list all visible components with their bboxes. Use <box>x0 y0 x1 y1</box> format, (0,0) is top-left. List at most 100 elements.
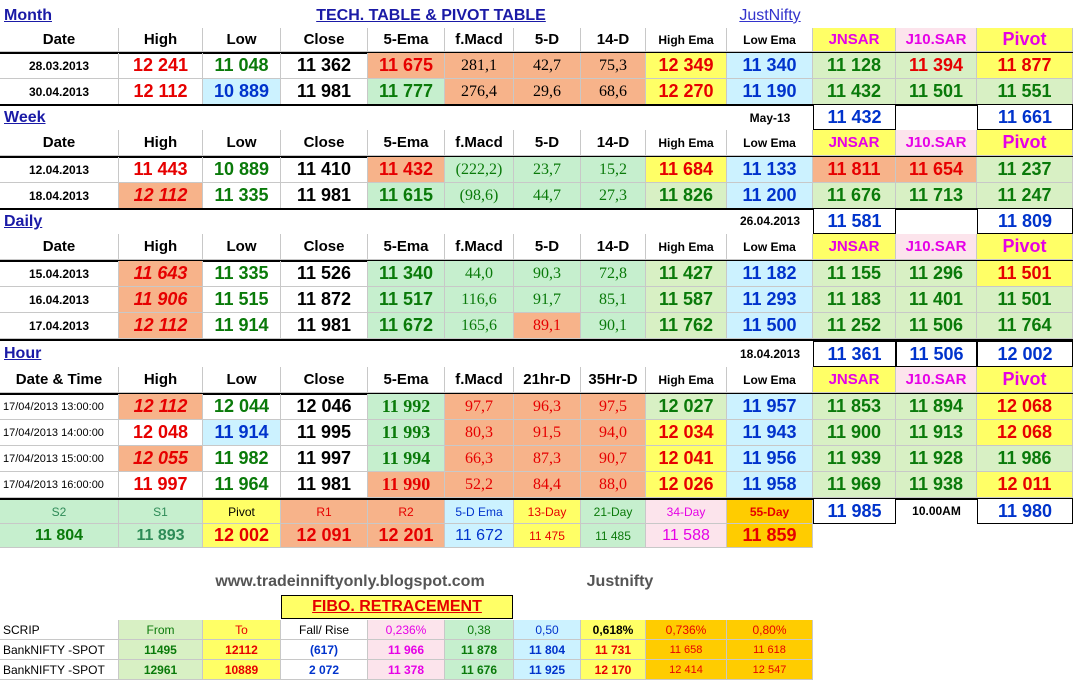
data-cell: 12 112 <box>119 79 203 105</box>
data-cell: 12 027 <box>646 394 727 420</box>
data-cell: 11 128 <box>813 53 896 79</box>
data-cell: 12 112 <box>119 183 203 209</box>
fibo-column-header: 0,80% <box>727 620 813 640</box>
column-header: Pivot <box>977 367 1073 393</box>
data-cell: 11 981 <box>281 313 368 339</box>
row-divider <box>0 339 1073 341</box>
data-cell: 12 349 <box>646 53 727 79</box>
column-header: Date & Time <box>0 367 119 393</box>
row-date: 17.04.2013 <box>0 313 119 339</box>
level-label: 34-Day <box>646 500 727 524</box>
data-cell: 11 981 <box>281 472 368 498</box>
data-cell: 12 241 <box>119 53 203 79</box>
data-cell: 11 914 <box>203 313 281 339</box>
hour-summary-pivot: 12 002 <box>977 341 1073 367</box>
fibo-column-header: 0,38 <box>445 620 514 640</box>
level-value: 11 485 <box>581 524 646 548</box>
fibo-column-header: 0,736% <box>646 620 727 640</box>
daily-summary-jnsar: 11 581 <box>813 208 896 234</box>
data-cell: 11 777 <box>368 79 445 105</box>
data-cell: 88,0 <box>581 472 646 498</box>
row-date: 30.04.2013 <box>0 79 119 105</box>
level-side-value: 11 985 <box>813 498 896 524</box>
level-label: R2 <box>368 500 445 524</box>
data-cell: 11 500 <box>727 313 813 339</box>
section-label-daily: Daily <box>4 213 43 230</box>
data-cell: 11 654 <box>896 157 977 183</box>
data-cell: 11 939 <box>813 446 896 472</box>
data-cell: 11 938 <box>896 472 977 498</box>
brand-link: JustNifty <box>739 7 801 24</box>
column-header: High <box>119 367 203 393</box>
fibo-column-header: 0,236% <box>368 620 445 640</box>
daily-summary-pivot: 11 809 <box>977 208 1073 234</box>
data-cell: 11 981 <box>281 183 368 209</box>
data-cell: 11 992 <box>368 394 445 420</box>
section-label-week: Week <box>4 109 46 126</box>
data-cell: 66,3 <box>445 446 514 472</box>
data-cell: 11 526 <box>281 261 368 287</box>
level-label: S1 <box>119 500 203 524</box>
data-cell: 11 427 <box>646 261 727 287</box>
data-cell: 90,7 <box>581 446 646 472</box>
data-cell: 11 443 <box>119 157 203 183</box>
data-cell: 80,3 <box>445 420 514 446</box>
level-value: 12 002 <box>203 524 281 548</box>
column-header: Pivot <box>977 130 1073 156</box>
column-header: High Ema <box>646 234 727 260</box>
data-cell: 11 964 <box>203 472 281 498</box>
data-cell: 29,6 <box>514 79 581 105</box>
level-value: 11 475 <box>514 524 581 548</box>
column-header: High Ema <box>646 28 727 52</box>
column-header: 5-D <box>514 28 581 52</box>
week-summary-jnsar: 11 432 <box>813 104 896 130</box>
level-time-label: 10.00AM <box>912 504 961 518</box>
column-header: f.Macd <box>445 367 514 393</box>
row-divider <box>0 104 1073 106</box>
data-cell: 12 044 <box>203 394 281 420</box>
data-cell: 11 993 <box>368 420 445 446</box>
column-header: JNSAR <box>813 367 896 393</box>
data-cell: 12 068 <box>977 420 1073 446</box>
fibo-cell: 11 676 <box>445 660 514 680</box>
data-cell: 11 615 <box>368 183 445 209</box>
column-header: J10.SAR <box>896 234 977 260</box>
data-cell: 94,0 <box>581 420 646 446</box>
data-cell: 75,3 <box>581 53 646 79</box>
fibo-column-header: SCRIP <box>0 620 119 640</box>
row-date: 28.03.2013 <box>0 53 119 79</box>
hour-summary-j10sar: 11 506 <box>896 341 977 367</box>
fibo-title: FIBO. RETRACEMENT <box>281 595 513 619</box>
week-summary-pivot: 11 661 <box>977 104 1073 130</box>
column-header: f.Macd <box>445 234 514 260</box>
data-cell: 97,7 <box>445 394 514 420</box>
column-header: Date <box>0 130 119 156</box>
fibo-cell: 12 414 <box>646 660 727 680</box>
data-cell: 12 270 <box>646 79 727 105</box>
data-cell: 11 982 <box>203 446 281 472</box>
data-cell: 11 335 <box>203 261 281 287</box>
data-cell: 96,3 <box>514 394 581 420</box>
data-cell: 11 293 <box>727 287 813 313</box>
fibo-cell: 12961 <box>119 660 203 680</box>
data-cell: 11 410 <box>281 157 368 183</box>
column-header: JNSAR <box>813 28 896 52</box>
fibo-cell: 11 878 <box>445 640 514 660</box>
data-cell: 11 986 <box>977 446 1073 472</box>
data-cell: 11 853 <box>813 394 896 420</box>
fibo-cell: 10889 <box>203 660 281 680</box>
data-cell: 11 252 <box>813 313 896 339</box>
data-cell: 11 237 <box>977 157 1073 183</box>
data-cell: 11 906 <box>119 287 203 313</box>
data-cell: 11 643 <box>119 261 203 287</box>
data-cell: 11 995 <box>281 420 368 446</box>
hour-summary-label: 18.04.2013 <box>739 347 801 361</box>
data-cell: 276,4 <box>445 79 514 105</box>
level-value: 11 893 <box>119 524 203 548</box>
data-cell: 11 362 <box>281 53 368 79</box>
data-cell: 11 394 <box>896 53 977 79</box>
data-cell: 11 957 <box>727 394 813 420</box>
column-header: Date <box>0 28 119 52</box>
data-cell: 11 247 <box>977 183 1073 209</box>
data-cell: 84,4 <box>514 472 581 498</box>
